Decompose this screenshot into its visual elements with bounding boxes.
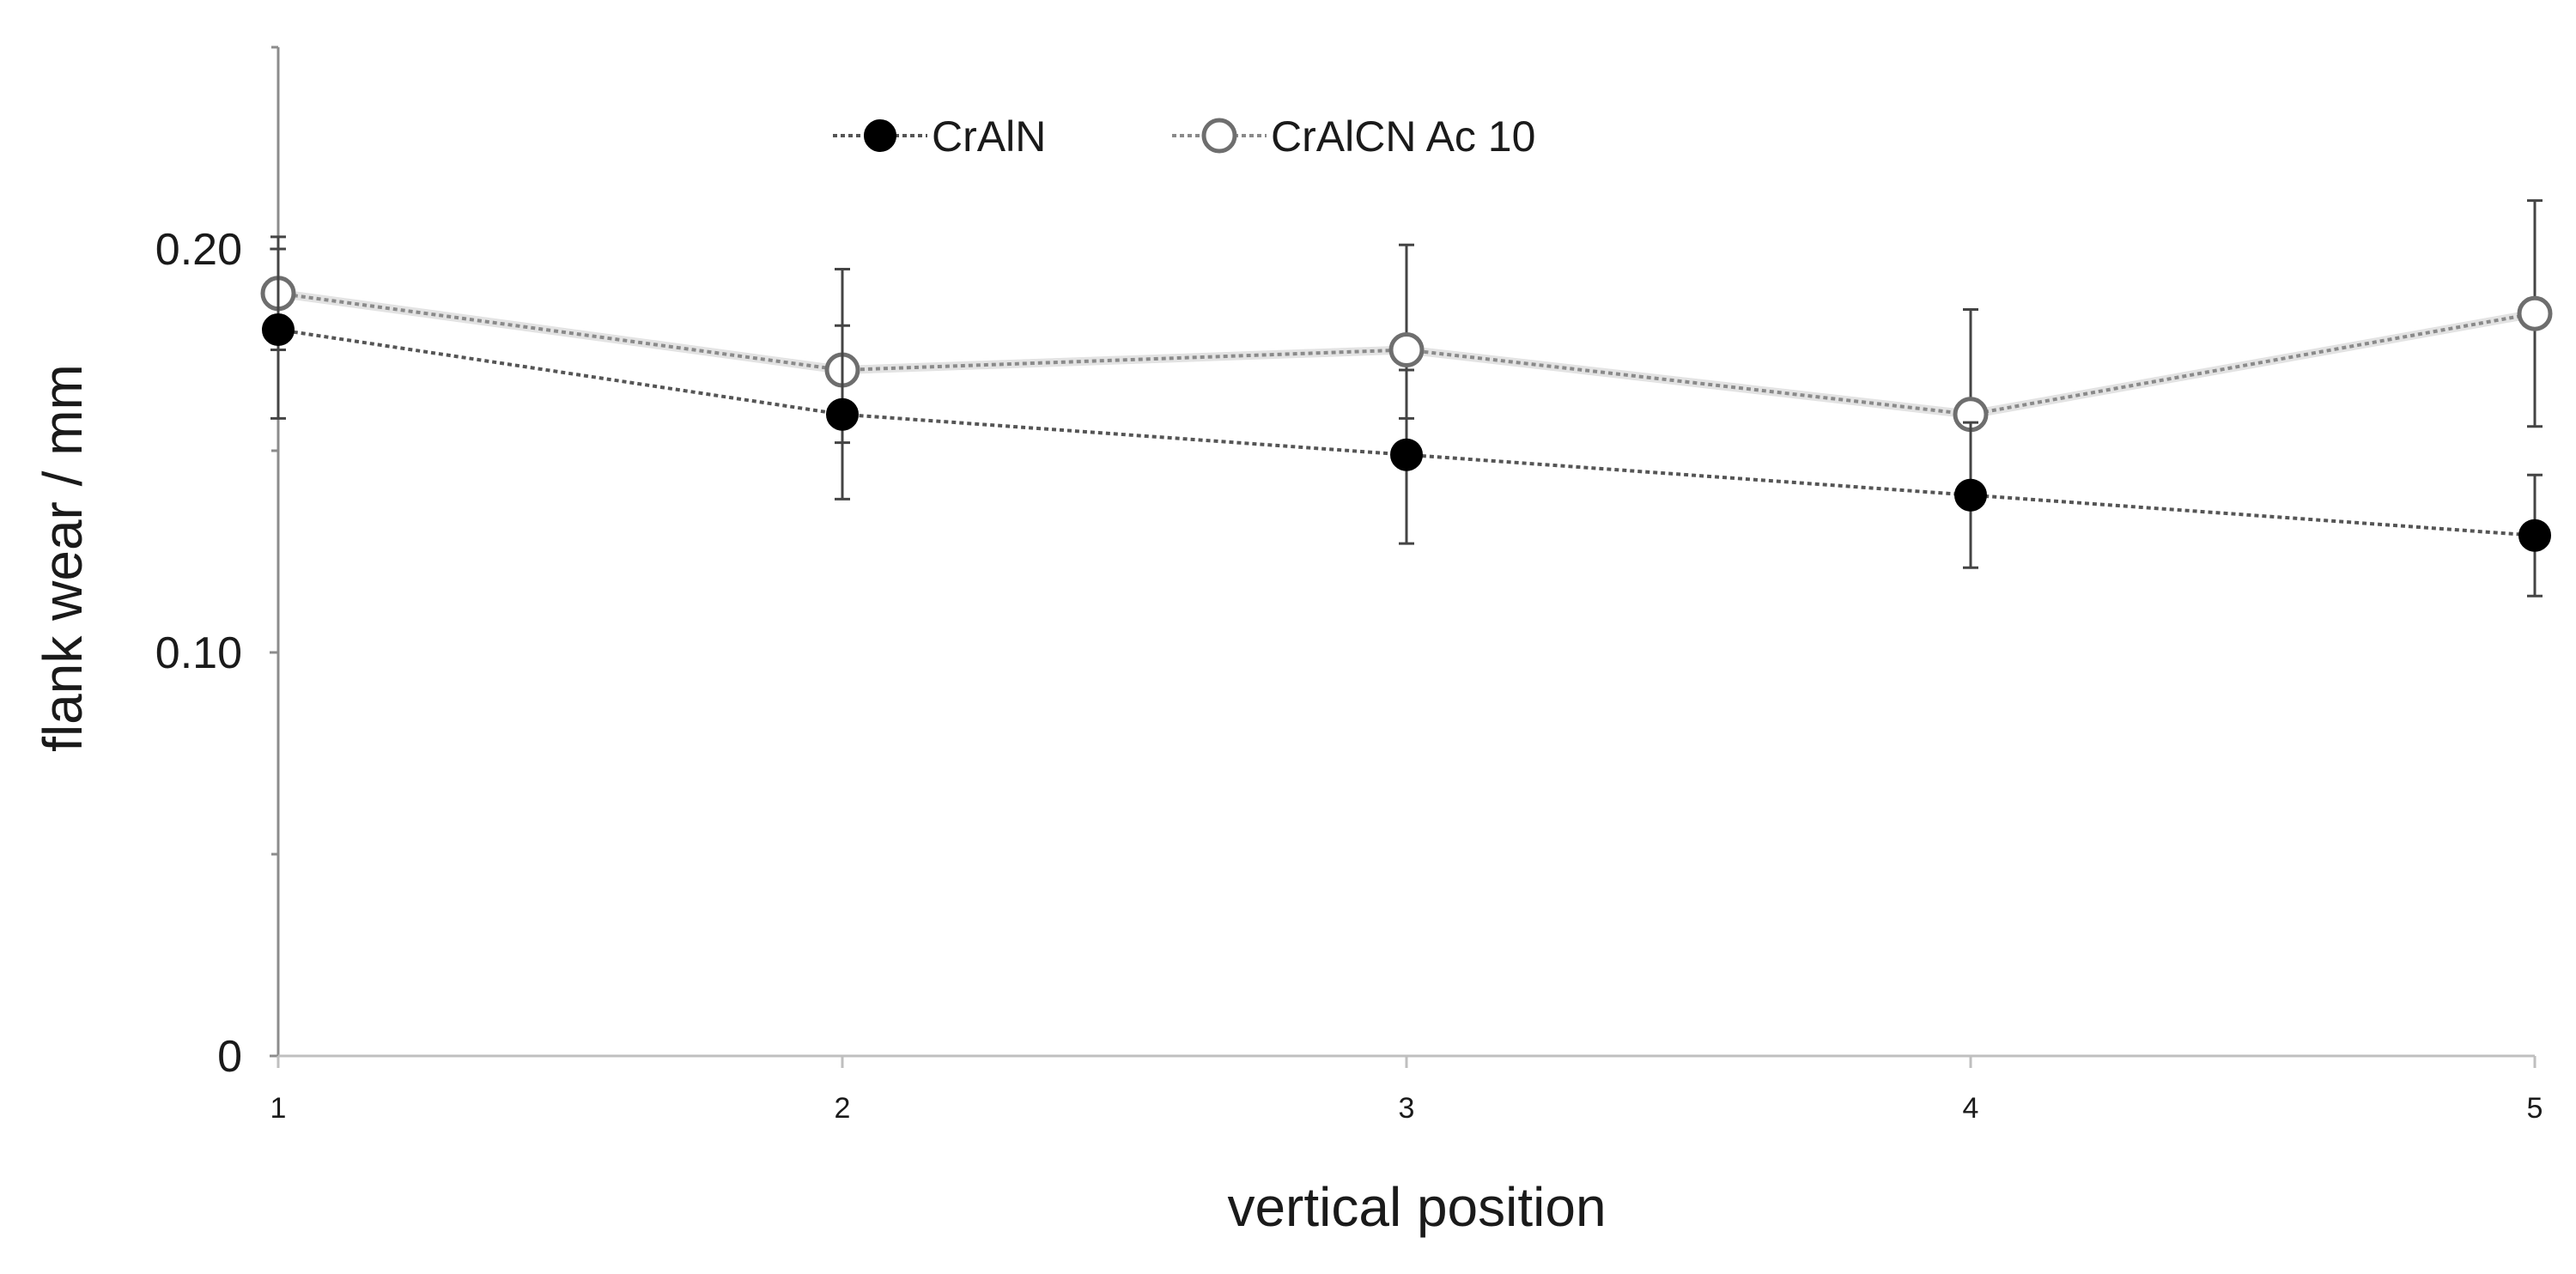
x-tick-label: 3 [1399,1092,1415,1125]
x-tick-label: 2 [835,1092,851,1125]
axes-layer: 0 0.10 0.20 1 2 3 4 5 [155,46,2543,1125]
series-layer [260,199,2553,598]
y-tick-label: 0 [217,1032,242,1082]
legend-label: CrAlCN Ac 10 [1271,112,1535,161]
y-tick-label: 0.20 [155,225,242,275]
data-point [1390,438,1423,471]
x-tick-label: 5 [2527,1092,2543,1125]
data-point [262,313,295,346]
data-point [2517,295,2553,331]
x-axis-title: vertical position [1227,1176,1606,1238]
data-point [1388,332,1425,367]
legend-item-1: CrAlN [833,112,1046,161]
x-tick-label: 1 [270,1092,287,1125]
x-tick-label: 4 [1963,1092,1979,1125]
legend: CrAlN CrAlCN Ac 10 [833,112,1535,161]
legend-marker [864,119,896,152]
legend-item-2: CrAlCN Ac 10 [1172,112,1535,161]
series-1 [262,247,2551,598]
data-point [2518,519,2551,552]
y-tick-label: 0.10 [155,628,242,678]
series-line [277,291,2536,416]
legend-label: CrAlN [932,112,1046,161]
data-point [1954,478,1987,512]
legend-marker [1201,118,1237,154]
data-point [826,397,859,431]
y-axis-title: flank wear / mm [32,364,94,752]
